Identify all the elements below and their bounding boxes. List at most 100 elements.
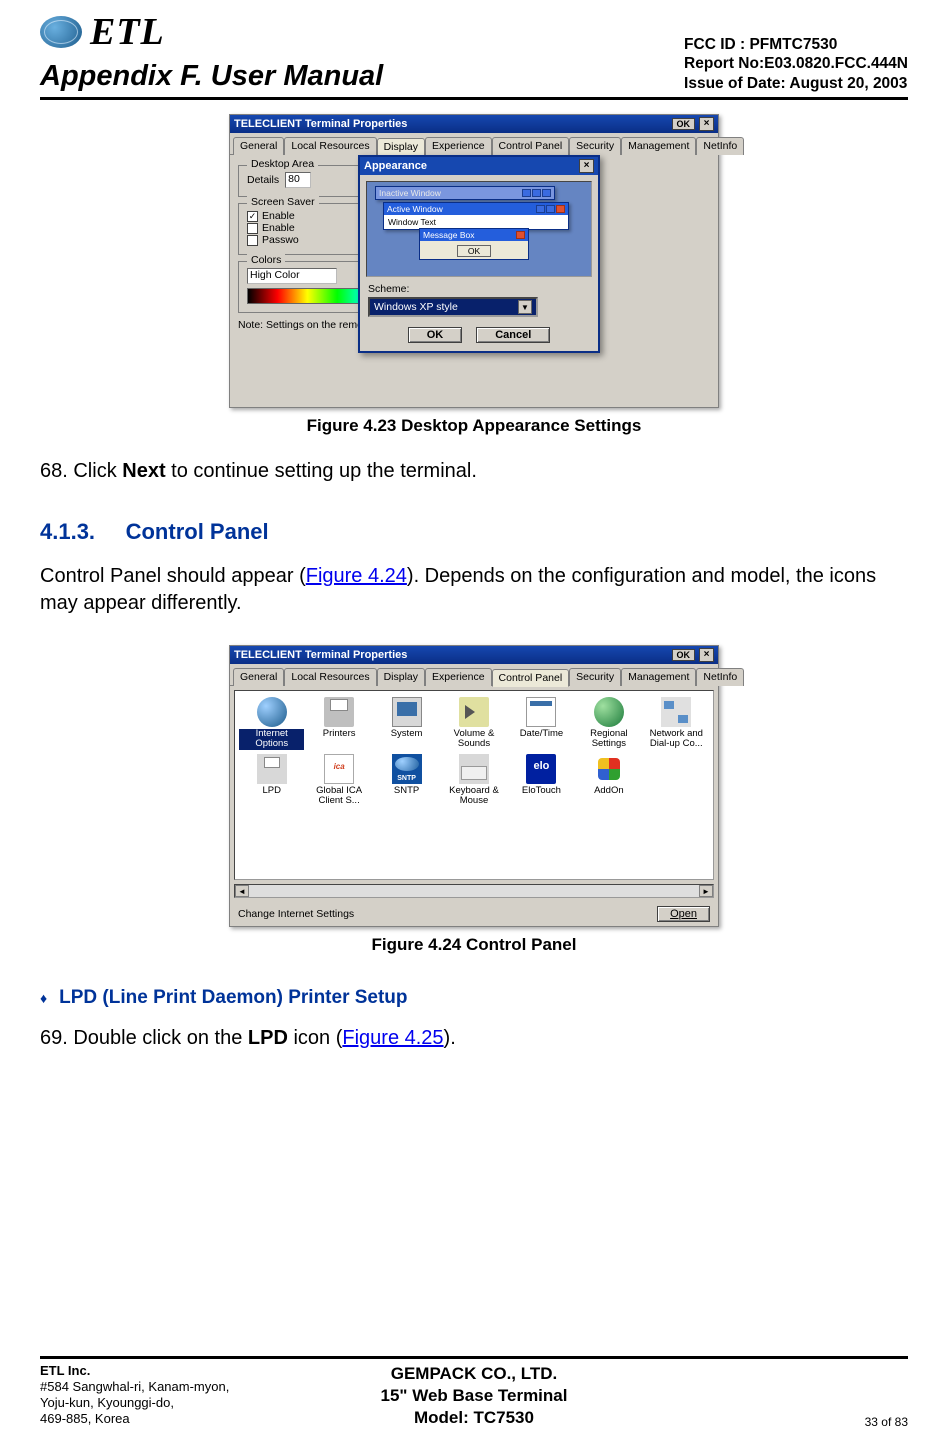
- cp-close-icon[interactable]: ×: [699, 648, 714, 662]
- kbd-icon: [459, 754, 489, 784]
- logo-text: ETL: [90, 10, 165, 54]
- cp-item-label: Keyboard & Mouse: [441, 786, 506, 807]
- appearance-titlebar: Appearance ×: [360, 157, 598, 175]
- titlebar-ok-button[interactable]: OK: [672, 118, 696, 130]
- preview-active-window: Active Window: [384, 203, 568, 215]
- cp-item-network-and-dial-up-co[interactable]: Network and Dial-up Co...: [644, 697, 709, 750]
- open-button[interactable]: Open: [657, 906, 710, 922]
- control-panel-icon-grid: Internet OptionsPrintersSystemVolume & S…: [239, 697, 709, 807]
- ica-icon: [324, 754, 354, 784]
- figure-4-24-caption: Figure 4.24 Control Panel: [40, 935, 908, 955]
- tab-control-panel[interactable]: Control Panel: [492, 137, 570, 155]
- cp-item-date-time[interactable]: Date/Time: [509, 697, 574, 750]
- cp-tab-local-resources[interactable]: Local Resources: [284, 668, 376, 686]
- cp-tab-security[interactable]: Security: [569, 668, 621, 686]
- appearance-preview: Inactive Window Active Window Window Tex…: [366, 181, 592, 277]
- cp-item-system[interactable]: System: [374, 697, 439, 750]
- cp-tab-strip: General Local Resources Display Experien…: [230, 664, 718, 686]
- cp-tab-management[interactable]: Management: [621, 668, 696, 686]
- logo: ETL: [40, 10, 383, 54]
- cp-item-global-ica-client-s[interactable]: Global ICA Client S...: [306, 754, 371, 807]
- control-panel-paragraph: Control Panel should appear (Figure 4.24…: [40, 563, 908, 617]
- horizontal-scrollbar[interactable]: ◄ ►: [234, 884, 714, 898]
- figure-4-23-caption: Figure 4.23 Desktop Appearance Settings: [40, 416, 908, 436]
- appearance-close-icon[interactable]: ×: [579, 159, 594, 173]
- system-icon: [392, 697, 422, 727]
- cp-item-label: AddOn: [576, 786, 641, 796]
- close-icon[interactable]: ×: [699, 117, 714, 131]
- cp-item-addon[interactable]: AddOn: [576, 754, 641, 807]
- figure-4-24: TELECLIENT Terminal Properties OK × Gene…: [40, 645, 908, 955]
- figure-4-23: TELECLIENT Terminal Properties OK × Gene…: [40, 114, 908, 436]
- appearance-ok-button[interactable]: OK: [408, 327, 463, 343]
- cp-item-label: Regional Settings: [576, 729, 641, 750]
- scroll-right-icon[interactable]: ►: [699, 885, 713, 897]
- cp-item-label: SNTP: [374, 786, 439, 796]
- cp-item-sntp[interactable]: SNTP: [374, 754, 439, 807]
- cp-tab-general[interactable]: General: [233, 668, 284, 686]
- footer-center: GEMPACK CO., LTD. 15" Web Base Terminal …: [381, 1363, 568, 1429]
- preview-inactive-window: Inactive Window: [376, 187, 554, 199]
- scheme-value: Windows XP style: [374, 301, 458, 313]
- appearance-title: Appearance: [364, 160, 575, 172]
- vol-icon: [459, 697, 489, 727]
- tab-experience[interactable]: Experience: [425, 137, 492, 155]
- elo-icon: [526, 754, 556, 784]
- terminal-properties-window: TELECLIENT Terminal Properties OK × Gene…: [229, 114, 719, 408]
- tab-general[interactable]: General: [233, 137, 284, 155]
- cp-item-label: Printers: [306, 729, 371, 739]
- reg-icon: [594, 697, 624, 727]
- cp-item-lpd[interactable]: LPD: [239, 754, 304, 807]
- cp-item-internet-options[interactable]: Internet Options: [239, 697, 304, 750]
- step-69: 69. Double click on the LPD icon (Figure…: [40, 1025, 908, 1052]
- printer-icon: [324, 697, 354, 727]
- figure-4-24-link[interactable]: Figure 4.24: [306, 565, 407, 587]
- cp-titlebar-ok-button[interactable]: OK: [672, 649, 696, 661]
- cp-item-label: EloTouch: [509, 786, 574, 796]
- scheme-label: Scheme:: [368, 283, 590, 295]
- preview-msgbox-ok[interactable]: OK: [457, 245, 491, 257]
- document-title: Appendix F. User Manual: [40, 60, 383, 93]
- issue-date: Issue of Date: August 20, 2003: [684, 74, 908, 93]
- fcc-id: FCC ID : PFMTC7530: [684, 35, 908, 54]
- appearance-cancel-button[interactable]: Cancel: [476, 327, 550, 343]
- group-desktop-legend: Desktop Area: [247, 158, 318, 170]
- tab-management[interactable]: Management: [621, 137, 696, 155]
- preview-window-text: Window Text: [384, 215, 568, 229]
- group-colors-legend: Colors: [247, 254, 285, 266]
- window-titlebar: TELECLIENT Terminal Properties OK ×: [230, 115, 718, 133]
- colors-select[interactable]: High Color: [247, 268, 337, 284]
- cp-item-printers[interactable]: Printers: [306, 697, 371, 750]
- cp-item-keyboard-mouse[interactable]: Keyboard & Mouse: [441, 754, 506, 807]
- cp-tab-experience[interactable]: Experience: [425, 668, 492, 686]
- preview-message-box: Message Box OK: [419, 228, 529, 260]
- step-68: 68. Click Next to continue setting up th…: [40, 458, 908, 485]
- tab-local-resources[interactable]: Local Resources: [284, 137, 376, 155]
- window-title: TELECLIENT Terminal Properties: [234, 118, 668, 130]
- cp-tab-display[interactable]: Display: [377, 668, 425, 686]
- appearance-dialog: Appearance × Inactive Window: [358, 155, 600, 353]
- globe-icon: [257, 697, 287, 727]
- page-footer: ETL Inc. #584 Sangwhal-ri, Kanam-myon, Y…: [40, 1356, 908, 1429]
- cp-status-text: Change Internet Settings: [238, 908, 354, 920]
- tab-netinfo[interactable]: NetInfo: [696, 137, 744, 155]
- cp-item-volume-sounds[interactable]: Volume & Sounds: [441, 697, 506, 750]
- scheme-select[interactable]: Windows XP style ▼: [368, 297, 538, 317]
- figure-4-25-link[interactable]: Figure 4.25: [342, 1027, 443, 1049]
- cp-body: Internet OptionsPrintersSystemVolume & S…: [230, 690, 718, 926]
- lpd-icon: [257, 754, 287, 784]
- cp-tab-netinfo[interactable]: NetInfo: [696, 668, 744, 686]
- details-input[interactable]: 80: [285, 172, 311, 188]
- cp-window-title: TELECLIENT Terminal Properties: [234, 649, 668, 661]
- page-header: ETL Appendix F. User Manual FCC ID : PFM…: [40, 10, 908, 100]
- tab-security[interactable]: Security: [569, 137, 621, 155]
- cp-item-regional-settings[interactable]: Regional Settings: [576, 697, 641, 750]
- section-4-1-3-heading: 4.1.3. Control Panel: [40, 519, 908, 545]
- header-right: FCC ID : PFMTC7530 Report No:E03.0820.FC…: [684, 35, 908, 93]
- scroll-left-icon[interactable]: ◄: [235, 885, 249, 897]
- cp-item-elotouch[interactable]: EloTouch: [509, 754, 574, 807]
- cp-tab-control-panel[interactable]: Control Panel: [492, 669, 570, 687]
- footer-address: ETL Inc. #584 Sangwhal-ri, Kanam-myon, Y…: [40, 1363, 381, 1428]
- tab-display[interactable]: Display: [377, 138, 425, 156]
- cp-item-label: Volume & Sounds: [441, 729, 506, 750]
